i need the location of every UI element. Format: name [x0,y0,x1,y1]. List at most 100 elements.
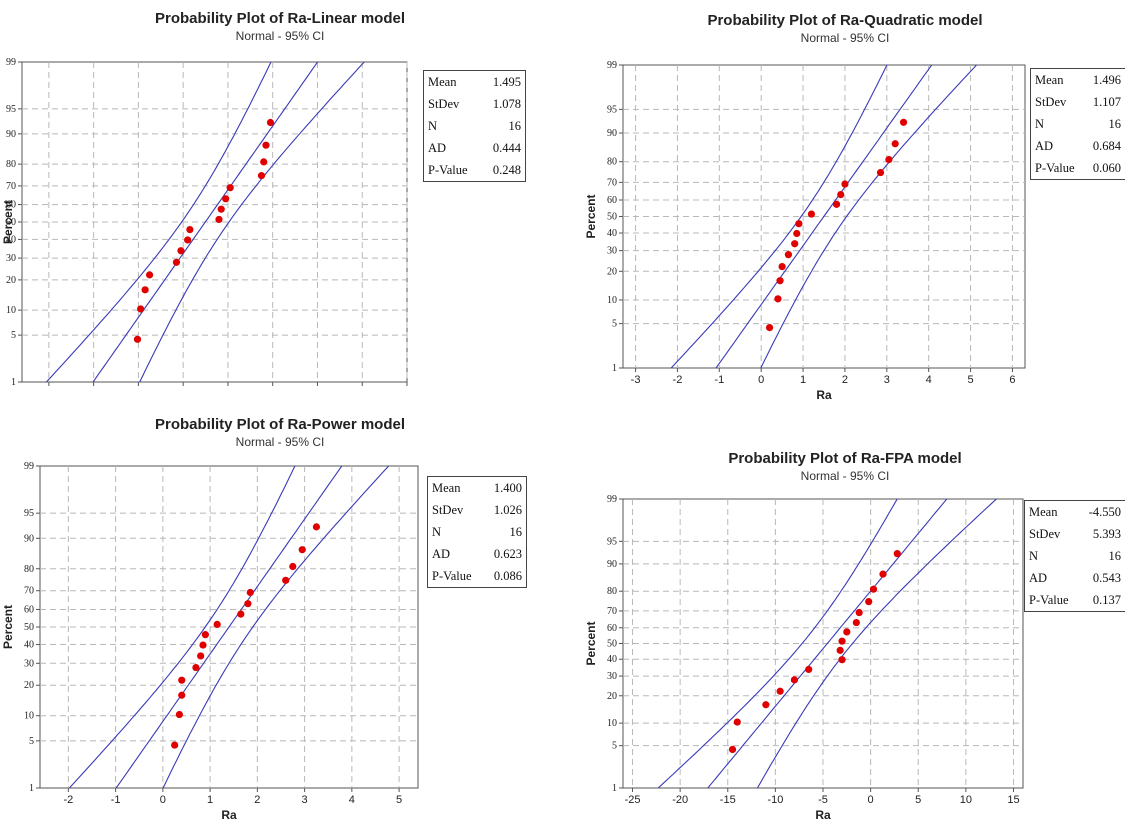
x-axis-label: Ra [221,808,237,822]
data-point [852,618,860,627]
stat-pvalue: P-Value 0.086 [432,569,522,583]
stat-pvalue: P-Value 0.060 [1035,161,1121,175]
chart-subtitle: Normal - 95% CI [235,435,325,449]
data-point [807,210,816,218]
stats-box: Mean 1.495 StDev 1.078 N 16 AD 0.444 P-Value… [423,70,526,182]
data-point [171,741,179,749]
ci-upper-band [162,466,390,788]
chart-subtitle: Normal - 95% CI [800,31,890,45]
data-point [172,258,181,266]
y-tick-label: 50 [607,212,617,223]
x-tick-label: -15 [720,794,736,806]
data-point [776,687,784,695]
data-point [298,546,306,554]
data-point [137,305,145,313]
data-point [837,190,845,199]
data-point [260,158,268,166]
y-tick-label: 1 [29,783,34,794]
x-tick-label: 0 [160,794,166,806]
fit-line [92,62,319,382]
data-point [226,184,234,192]
y-tick-label: 99 [607,60,617,71]
data-point [774,295,782,303]
x-tick-label: 2 [254,794,260,806]
y-tick-label: 5 [29,736,34,747]
chart-subtitle: Normal - 95% CI [235,29,325,43]
data-point [879,570,887,578]
y-tick-label: 50 [24,622,34,633]
x-tick-label: 5 [915,794,921,806]
y-axis-label: Percent [584,621,598,665]
y-tick-label: 5 [612,319,617,330]
data-point [843,628,851,636]
stat-mean: Mean 1.496 [1035,73,1121,87]
x-tick-label: 3 [302,794,308,806]
data-point [192,663,200,672]
data-point [805,665,813,674]
data-point [312,523,321,531]
data-point [733,718,741,726]
stats-box: Mean 1.400 StDev 1.026 N 16 AD 0.623 P-Value… [427,476,527,588]
data-point [145,271,154,279]
data-point [795,220,803,228]
chart-plot-power: 1 5 10 20 30 40 50 60 70 80 90 95 99 -2 -1 0 1 2 3 4 5 Percen… [1,461,419,822]
x-tick-label: -5 [818,794,828,806]
x-tick-label: 2 [842,374,848,386]
data-point [791,240,799,248]
chart-subtitle: Normal - 95% CI [800,469,890,483]
y-tick-label: 60 [24,604,34,615]
y-tick-label: 30 [24,658,34,669]
chart-title: Probability Plot of Ra-FPA model [728,450,962,467]
y-tick-label: 40 [607,228,617,239]
data-point [213,620,221,628]
y-tick-label: 20 [607,691,617,702]
y-tick-label: 80 [6,159,16,170]
stat-stdev: StDev 5.393 [1029,527,1121,541]
y-axis-label: Percent [584,194,598,238]
y-tick-label: 99 [24,461,34,472]
data-point [177,247,185,255]
data-point [876,168,885,177]
data-point [262,141,270,149]
data-point [765,324,774,332]
data-point [869,585,878,593]
x-tick-label: -10 [767,794,783,806]
data-point [865,598,873,606]
stat-n: N 16 [1029,549,1121,563]
y-tick-label: 40 [24,640,34,651]
y-tick-label: 50 [6,217,16,228]
y-tick-label: 95 [24,508,34,519]
data-point [778,262,786,271]
data-point [175,710,183,719]
y-tick-label: 90 [607,128,617,139]
x-tick-label: 1 [800,374,806,386]
x-tick-label: -1 [714,374,724,386]
fit-line [115,466,343,788]
y-tick-label: 99 [6,57,16,68]
x-tick-label: 10 [960,794,972,806]
y-tick-label: 50 [607,639,617,650]
stat-stdev: StDev 1.026 [432,503,522,517]
y-tick-label: 60 [607,623,617,634]
y-tick-label: 20 [6,275,16,286]
y-tick-label: 20 [607,266,617,277]
data-point [186,226,194,234]
y-axis-label: Percent [1,605,15,649]
stat-ad: AD 0.623 [432,547,522,561]
data-point [266,118,275,127]
data-point [197,652,205,660]
data-point [790,676,799,684]
y-tick-label: 5 [612,741,617,752]
y-tick-label: 10 [607,295,617,306]
panel-quadratic: Probability Plot of Ra-Quadratic model N… [565,0,1125,410]
chart-plot-linear: 1 5 10 20 30 40 50 60 70 80 90 95 99 Percent [1,57,408,388]
chart-title: Probability Plot of Ra-Quadratic model [707,12,983,29]
panel-power: Probability Plot of Ra-Power model Norma… [0,410,560,832]
y-tick-label: 30 [607,671,617,682]
y-tick-label: 1 [612,783,617,794]
y-tick-label: 1 [612,363,617,374]
stat-ad: AD 0.543 [1029,571,1121,585]
x-tick-label: 6 [1009,374,1015,386]
data-point [246,588,254,597]
stat-ad: AD 0.444 [428,141,521,155]
